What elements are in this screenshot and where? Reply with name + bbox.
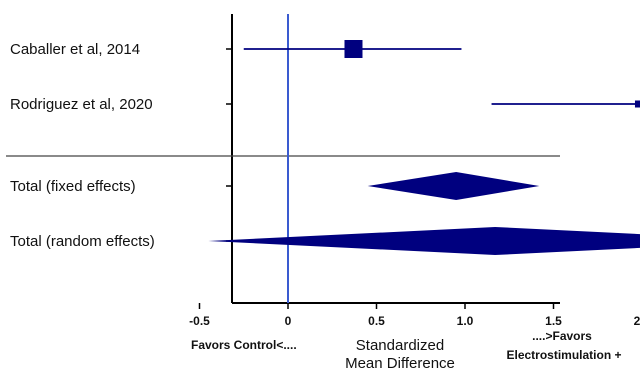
study-row: Rodriguez et al, 2020 — [10, 96, 640, 113]
favors-right-label: ....>Favors — [532, 329, 592, 343]
x-axis-ticks: -0.500.51.01.52.02.5 — [189, 303, 640, 328]
total-row: Total (random effects) — [10, 227, 640, 255]
study-row: Caballer et al, 2014 — [10, 40, 462, 58]
x-axis-title: Mean Difference — [345, 355, 455, 372]
x-tick-label: 0 — [285, 314, 292, 328]
total-label: Total (fixed effects) — [10, 178, 136, 195]
favors-right-label: Electrostimulation + — [506, 348, 621, 362]
total-label: Total (random effects) — [10, 233, 155, 250]
total-row: Total (fixed effects) — [10, 172, 540, 200]
x-axis-title: Standardized — [356, 337, 444, 354]
x-tick-label: 1.5 — [545, 314, 562, 328]
x-tick-label: 1.0 — [457, 314, 474, 328]
point-estimate-box — [634, 100, 640, 108]
study-label: Caballer et al, 2014 — [10, 41, 140, 58]
favors-left-label: Favors Control<.... — [191, 338, 297, 352]
pooled-effect-diamond — [367, 172, 540, 200]
x-tick-label: 2.0 — [634, 314, 640, 328]
x-tick-label: -0.5 — [189, 314, 210, 328]
study-label: Rodriguez et al, 2020 — [10, 96, 153, 113]
x-tick-label: 0.5 — [368, 314, 385, 328]
pooled-effect-diamond — [208, 227, 640, 255]
point-estimate-box — [344, 40, 363, 58]
